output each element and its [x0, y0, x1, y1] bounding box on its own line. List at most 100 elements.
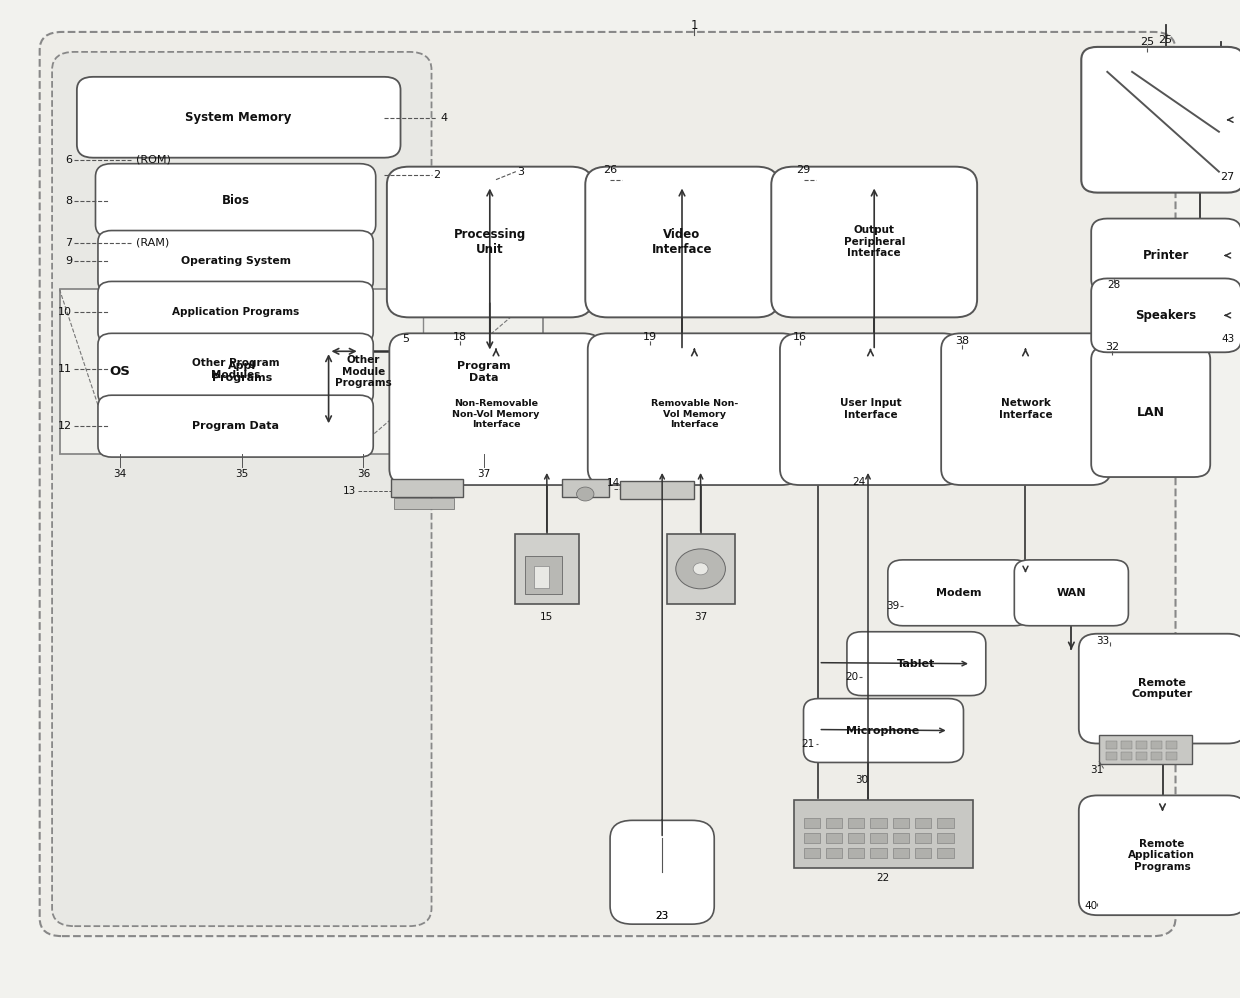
- Bar: [893, 818, 909, 828]
- FancyBboxPatch shape: [95, 164, 376, 238]
- Text: 32: 32: [1105, 342, 1120, 352]
- FancyBboxPatch shape: [1091, 346, 1210, 477]
- Bar: [60, 289, 543, 454]
- Text: (ROM): (ROM): [136, 155, 171, 165]
- Text: 8: 8: [64, 196, 72, 206]
- Text: Removable Non-
Vol Memory
Interface: Removable Non- Vol Memory Interface: [651, 399, 738, 429]
- FancyBboxPatch shape: [1091, 278, 1240, 352]
- Text: Network
Interface: Network Interface: [998, 398, 1053, 420]
- Text: Non-Removable
Non-Vol Memory
Interface: Non-Removable Non-Vol Memory Interface: [453, 399, 539, 429]
- Text: 16: 16: [792, 332, 807, 342]
- Text: Printer: Printer: [1142, 249, 1189, 262]
- FancyBboxPatch shape: [1081, 47, 1240, 193]
- FancyBboxPatch shape: [389, 333, 603, 485]
- FancyBboxPatch shape: [387, 167, 593, 317]
- Text: 23: 23: [656, 911, 668, 921]
- Text: 11: 11: [58, 364, 72, 374]
- Text: 30: 30: [856, 775, 868, 785]
- Text: 37: 37: [694, 612, 707, 622]
- Bar: [525, 556, 562, 594]
- Text: Appl
Programs: Appl Programs: [212, 361, 272, 382]
- Text: 34: 34: [114, 469, 126, 479]
- Circle shape: [577, 487, 594, 501]
- Text: Bios: Bios: [222, 194, 249, 208]
- Circle shape: [693, 563, 708, 575]
- Text: Remote
Computer: Remote Computer: [1131, 678, 1193, 700]
- Text: 26: 26: [603, 165, 618, 175]
- Text: 6: 6: [64, 155, 72, 165]
- FancyBboxPatch shape: [52, 52, 432, 926]
- FancyBboxPatch shape: [804, 699, 963, 762]
- Text: 25: 25: [1158, 35, 1173, 45]
- Bar: [804, 848, 820, 858]
- Text: 19: 19: [642, 332, 657, 342]
- Text: 36: 36: [357, 469, 370, 479]
- Text: 13: 13: [343, 486, 356, 496]
- Bar: [870, 848, 887, 858]
- FancyBboxPatch shape: [888, 560, 1029, 626]
- Text: 3: 3: [517, 167, 525, 177]
- Bar: [848, 818, 864, 828]
- FancyBboxPatch shape: [941, 333, 1111, 485]
- Bar: [893, 848, 909, 858]
- Bar: [1106, 752, 1117, 760]
- Text: Application Programs: Application Programs: [172, 307, 299, 317]
- Bar: [826, 848, 842, 858]
- Bar: [870, 833, 887, 843]
- Bar: [1136, 741, 1147, 748]
- Bar: [562, 479, 609, 497]
- Bar: [1151, 752, 1162, 760]
- Text: 39: 39: [885, 601, 899, 611]
- FancyBboxPatch shape: [771, 167, 977, 317]
- Bar: [848, 833, 864, 843]
- Text: Modem: Modem: [936, 588, 981, 598]
- Text: 2: 2: [433, 170, 440, 180]
- Text: 5: 5: [402, 334, 409, 344]
- Text: 18: 18: [453, 332, 467, 342]
- Text: Other
Module
Programs: Other Module Programs: [335, 355, 392, 388]
- Text: 15: 15: [541, 612, 553, 622]
- Text: 33: 33: [1096, 636, 1110, 646]
- Text: 29: 29: [796, 165, 811, 175]
- Text: Video
Interface: Video Interface: [652, 228, 712, 255]
- FancyBboxPatch shape: [40, 32, 1176, 936]
- Bar: [515, 534, 579, 604]
- FancyBboxPatch shape: [98, 231, 373, 292]
- Circle shape: [676, 549, 725, 589]
- Text: LAN: LAN: [1137, 405, 1164, 419]
- FancyBboxPatch shape: [588, 333, 801, 485]
- Bar: [394, 498, 454, 509]
- Bar: [1136, 752, 1147, 760]
- Bar: [794, 800, 973, 868]
- Text: 38: 38: [955, 336, 970, 346]
- Text: 40: 40: [1084, 901, 1097, 911]
- Bar: [1121, 741, 1132, 748]
- Bar: [915, 818, 931, 828]
- Bar: [1099, 735, 1192, 764]
- Bar: [667, 534, 735, 604]
- Text: System Memory: System Memory: [185, 111, 291, 125]
- Text: (RAM): (RAM): [136, 238, 170, 248]
- Text: 20: 20: [844, 672, 858, 682]
- Bar: [937, 833, 954, 843]
- Text: User Input
Interface: User Input Interface: [839, 398, 901, 420]
- Bar: [826, 818, 842, 828]
- Bar: [804, 833, 820, 843]
- Bar: [1166, 752, 1177, 760]
- Text: 1: 1: [691, 19, 698, 33]
- Bar: [870, 818, 887, 828]
- Bar: [826, 833, 842, 843]
- Bar: [1151, 741, 1162, 748]
- Bar: [1166, 741, 1177, 748]
- FancyBboxPatch shape: [1014, 560, 1128, 626]
- Text: 35: 35: [236, 469, 248, 479]
- Text: Processing
Unit: Processing Unit: [454, 228, 526, 255]
- Text: Tablet: Tablet: [898, 659, 935, 669]
- Bar: [620, 481, 694, 499]
- Text: Operating System: Operating System: [181, 256, 290, 266]
- Text: 24: 24: [853, 477, 866, 487]
- Text: Program Data: Program Data: [192, 421, 279, 431]
- Text: Other Program
Modules: Other Program Modules: [192, 358, 279, 380]
- Text: 14: 14: [608, 478, 620, 488]
- FancyBboxPatch shape: [847, 632, 986, 696]
